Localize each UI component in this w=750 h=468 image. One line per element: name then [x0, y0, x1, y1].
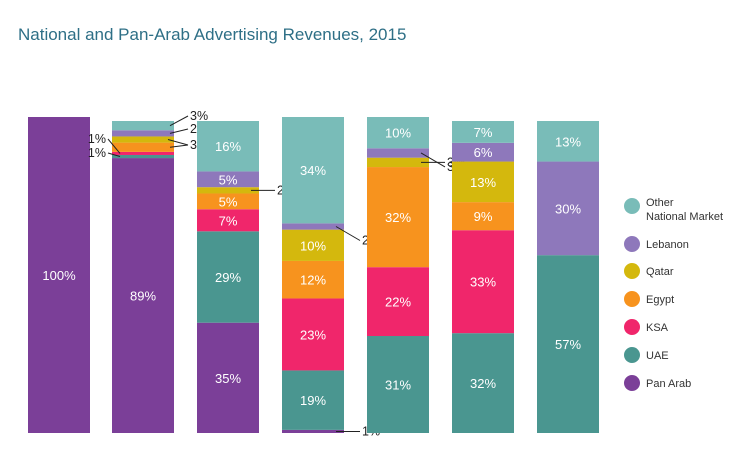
- legend-swatch-qatar: [624, 263, 640, 279]
- bar-segment-lebanon: [452, 142, 514, 162]
- bar-segment-lebanon: [537, 161, 599, 256]
- data-label: 10%: [300, 238, 326, 253]
- legend-swatch-pan-arab: [624, 375, 640, 391]
- data-label: 22%: [385, 295, 411, 310]
- legend: Other National Market Lebanon Qatar Egypt KSA…: [624, 197, 723, 391]
- bar-segment-lebanon: [367, 148, 429, 158]
- callout-line: [169, 128, 189, 134]
- data-label: 35%: [215, 371, 241, 386]
- bar-segment-qatar: [112, 136, 174, 143]
- legend-label-other-national-market: Other National Market: [646, 197, 723, 223]
- data-label: 6%: [474, 145, 493, 160]
- bar-segment-other-national-market: [537, 121, 599, 162]
- bar-segment-other-national-market: [452, 121, 514, 143]
- bar-segment-uae: [282, 370, 344, 430]
- callout-line: [107, 138, 121, 154]
- bar-segment-egypt: [197, 193, 259, 210]
- data-label: 12%: [300, 273, 326, 288]
- callout-line: [420, 152, 446, 168]
- bar-segment-egypt: [282, 260, 344, 299]
- bar-segment-ksa: [112, 151, 174, 155]
- data-label: 32%: [385, 210, 411, 225]
- legend-label-lebanon: Lebanon: [646, 239, 689, 251]
- data-label: 57%: [555, 337, 581, 352]
- legend-label-qatar: Qatar: [646, 266, 674, 278]
- data-label: 89%: [130, 289, 156, 304]
- bar-segment-lebanon: [112, 130, 174, 137]
- bar-segment-qatar: [452, 161, 514, 203]
- bar-segment-uae: [452, 333, 514, 433]
- callout-label: 3%: [190, 109, 208, 123]
- bar-segment-egypt: [112, 142, 174, 152]
- callout-line: [107, 152, 121, 157]
- data-label: 100%: [42, 268, 76, 283]
- legend-label-ksa: KSA: [646, 322, 669, 334]
- bar-segment-other-national-market: [112, 121, 174, 131]
- legend-swatch-egypt: [624, 291, 640, 307]
- data-label: 23%: [300, 327, 326, 342]
- bar-segment-pan-arab: [282, 429, 344, 433]
- bar-segment-uae: [197, 231, 259, 323]
- bar-segment-ksa: [452, 230, 514, 334]
- bar-segment-ksa: [197, 209, 259, 232]
- data-label: 33%: [470, 275, 496, 290]
- data-label: 10%: [385, 126, 411, 141]
- legend-swatch-uae: [624, 347, 640, 363]
- data-label: 13%: [555, 134, 581, 149]
- callout-label: 1%: [88, 132, 106, 146]
- bar-segment-lebanon: [282, 223, 344, 230]
- data-label: 5%: [219, 194, 238, 209]
- bar-segment-egypt: [452, 202, 514, 231]
- data-label: 19%: [300, 393, 326, 408]
- data-label: 31%: [385, 378, 411, 393]
- bars: 100%89%3%2%3%1%1%35%29%7%5%5%16%2%19%23%…: [28, 109, 599, 438]
- data-label: 30%: [555, 201, 581, 216]
- data-label: 34%: [300, 163, 326, 178]
- chart-title: National and Pan-Arab Advertising Revenu…: [18, 25, 406, 44]
- bar-segment-pan-arab: [28, 117, 90, 433]
- callout-line: [169, 144, 189, 148]
- data-label: 32%: [470, 376, 496, 391]
- bar-segment-other-national-market: [197, 121, 259, 172]
- bar-segment-uae: [112, 154, 174, 159]
- bar-segment-ksa: [282, 298, 344, 371]
- legend-label-egypt: Egypt: [646, 294, 674, 306]
- legend-label-uae: UAE: [646, 350, 669, 362]
- data-label: 5%: [219, 172, 238, 187]
- callout-line: [169, 115, 189, 127]
- bar-segment-uae: [367, 336, 429, 433]
- legend-swatch-ksa: [624, 319, 640, 335]
- legend-label-pan-arab: Pan Arab: [646, 378, 691, 390]
- callout-line: [335, 226, 361, 241]
- bar-segment-lebanon: [197, 171, 259, 188]
- bar-segment-egypt: [367, 167, 429, 268]
- data-label: 16%: [215, 139, 241, 154]
- bar-segment-pan-arab: [112, 158, 174, 433]
- bar-segment-qatar: [197, 187, 259, 194]
- legend-swatch-other-national-market: [624, 198, 640, 214]
- data-label: 7%: [219, 213, 238, 228]
- data-label: 13%: [470, 175, 496, 190]
- data-label: 9%: [474, 209, 493, 224]
- bar-segment-pan-arab: [197, 322, 259, 433]
- bar-segment-qatar: [367, 157, 429, 168]
- callout-line: [167, 139, 189, 146]
- bar-segment-other-national-market: [367, 117, 429, 149]
- bar-segment-uae: [537, 255, 599, 433]
- bar-segment-other-national-market: [282, 117, 344, 224]
- bar-segment-qatar: [282, 229, 344, 261]
- legend-swatch-lebanon: [624, 236, 640, 252]
- bar-segment-ksa: [367, 267, 429, 337]
- callout-label: 1%: [88, 146, 106, 160]
- data-label: 29%: [215, 270, 241, 285]
- data-label: 7%: [474, 125, 493, 140]
